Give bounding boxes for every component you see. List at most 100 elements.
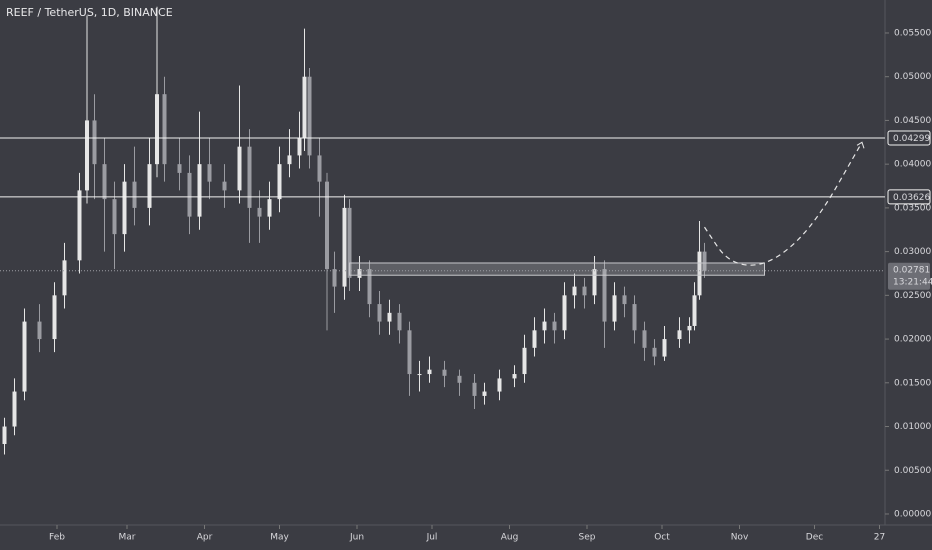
x-tick-label: Dec (806, 533, 823, 543)
candle-body (512, 374, 517, 379)
x-tick-label: Aug (501, 533, 519, 543)
level-label: 0.04299 (893, 134, 930, 144)
y-tick-label: 0.05000 (894, 72, 931, 82)
y-tick-label: 0.03500 (894, 203, 931, 213)
candle-body (342, 207, 347, 287)
y-tick-label: 0.03000 (894, 247, 931, 257)
candle-body (397, 312, 402, 331)
x-tick-label: Sep (579, 533, 596, 543)
candle-body (347, 207, 352, 278)
candle-body (197, 164, 202, 217)
candle-body (155, 94, 159, 165)
candle-body (417, 374, 422, 376)
candle-body (562, 295, 567, 331)
y-tick-label: 0.00500 (894, 466, 931, 476)
candle-body (147, 164, 152, 208)
x-tick-label: Oct (654, 533, 670, 543)
candle-body (85, 120, 89, 191)
candle-body (37, 321, 42, 340)
candle-body (207, 164, 212, 182)
candle-body (317, 155, 322, 182)
candle-body (612, 295, 617, 322)
level-label-box (887, 130, 931, 146)
x-tick-label: 27 (874, 533, 885, 543)
candle-body (697, 251, 702, 296)
candle-body (297, 137, 302, 156)
candle-body (497, 378, 502, 392)
candle-body (52, 295, 57, 340)
candle-body (2, 426, 7, 445)
projection-arrow (856, 141, 865, 149)
candle-body (522, 347, 527, 375)
candle-body (677, 330, 682, 340)
y-tick-label: 0.04500 (894, 116, 931, 126)
candle-body (267, 199, 272, 217)
candle-body (112, 199, 117, 235)
candle-body (582, 286, 587, 296)
candle-body (307, 76, 312, 156)
level-label: 0.03626 (893, 193, 930, 203)
y-tick-label: 0.02500 (894, 291, 931, 301)
candle-body (592, 269, 597, 296)
chart-title: REEF / TetherUS, 1D, BINANCE (6, 6, 173, 19)
candle-body (687, 325, 692, 331)
y-tick-label: 0.05500 (894, 28, 931, 38)
candle-body (102, 164, 107, 200)
candle-body (482, 391, 487, 396)
plot (0, 6, 885, 455)
candle-body (532, 330, 537, 348)
candle-body (257, 207, 262, 217)
candle-body (177, 164, 182, 173)
candle-body (122, 181, 127, 235)
x-tick-label: Jul (426, 533, 438, 543)
last-price-label: 0.02781 (893, 265, 930, 275)
y-tick-label: 0.01000 (894, 422, 931, 432)
candle-body (442, 369, 447, 376)
candle-body (92, 120, 97, 165)
x-tick-label: Mar (119, 533, 136, 543)
y-tick-label: 0.02000 (894, 335, 931, 345)
candle-body (692, 295, 697, 326)
y-tick-label: 0.00000 (894, 509, 931, 519)
candle-body (662, 339, 667, 357)
candle-body (427, 369, 432, 375)
candle-body (77, 190, 82, 261)
candle-body (162, 94, 167, 165)
y-tick-label: 0.01500 (894, 378, 931, 388)
candle-body (642, 330, 647, 348)
projection-path (704, 141, 863, 266)
candle-body (325, 181, 329, 270)
candle-body (622, 295, 627, 305)
x-tick-label: Jun (349, 533, 364, 543)
x-tick-label: Feb (49, 533, 65, 543)
candle-body (357, 269, 362, 278)
candle-body (302, 76, 307, 138)
countdown-label: 13:21:44 (893, 277, 932, 287)
candle-body (132, 181, 137, 208)
candle-body (247, 146, 252, 208)
x-tick-label: Apr (197, 533, 213, 543)
candle-body (652, 347, 657, 357)
candle-body (572, 286, 577, 296)
candle-body (187, 172, 192, 217)
candle-body (22, 321, 27, 392)
last-price-box (888, 262, 930, 290)
x-tick-label: Nov (731, 533, 749, 543)
candle-body (702, 251, 707, 271)
candle-body (367, 269, 372, 305)
candle-body (332, 269, 337, 287)
candle-body (387, 312, 392, 322)
candle-body (602, 269, 607, 322)
x-tick-label: May (270, 533, 289, 543)
level-label-box (887, 189, 931, 205)
candle-body (552, 321, 557, 331)
candle-body (287, 155, 292, 165)
candle-body (542, 321, 547, 331)
y-tick-label: 0.04000 (894, 160, 931, 170)
candle-body (472, 382, 477, 396)
candle-body (12, 391, 17, 427)
candle-body (222, 181, 227, 191)
candle-body (277, 164, 282, 200)
